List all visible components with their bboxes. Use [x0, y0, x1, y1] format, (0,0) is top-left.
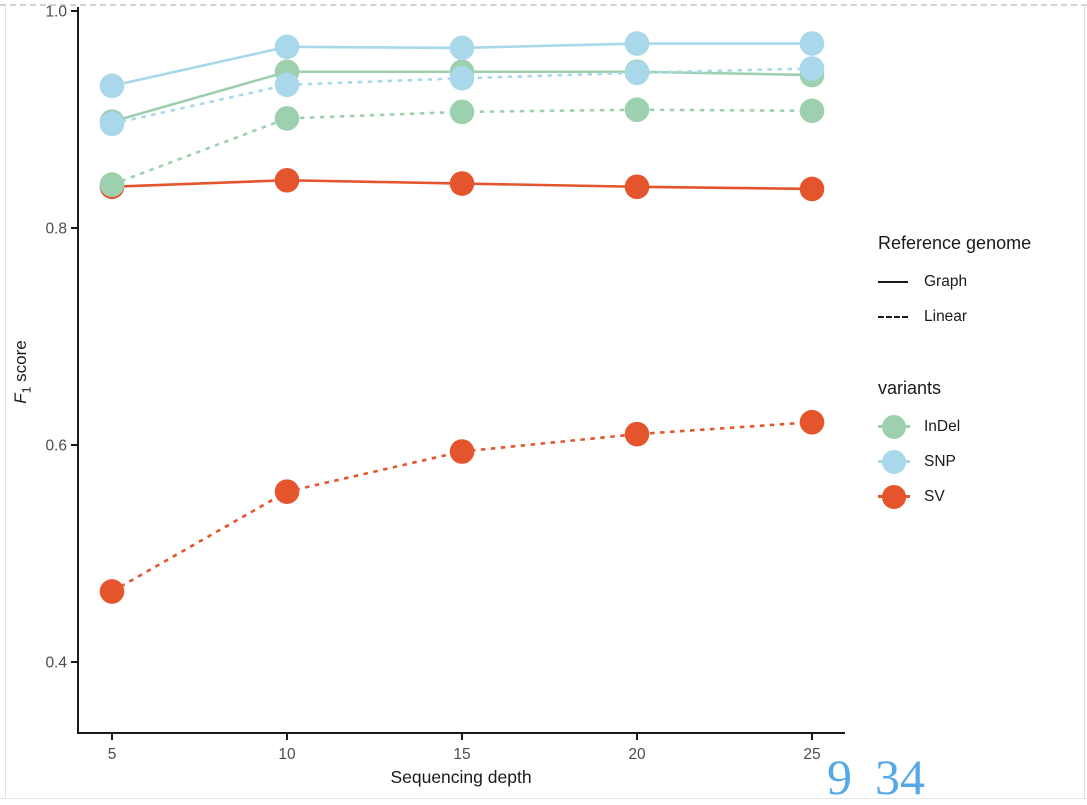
data-point-sv-linear: [99, 579, 125, 604]
data-point-sv-linear: [274, 479, 300, 504]
x-tick-label: 5: [108, 746, 117, 763]
data-point-snp-linear: [799, 56, 825, 81]
legend-title-reference-genome: Reference genome: [878, 233, 1032, 253]
x-tick-label: 25: [803, 746, 820, 763]
y-tick-label: 0.6: [45, 438, 67, 455]
data-point-sv-graph: [799, 176, 825, 202]
snp-point-key-icon: [878, 449, 910, 474]
data-point-snp-linear: [274, 72, 300, 98]
indel-key-dot: [882, 414, 906, 439]
data-point-snp-graph: [449, 35, 475, 61]
legend-item-snp: SNP: [878, 444, 1078, 479]
legend-label-linear: Linear: [924, 307, 968, 325]
data-point-indel-linear: [624, 97, 650, 123]
legend-label-snp: SNP: [924, 452, 956, 470]
data-point-sv-graph: [624, 174, 650, 200]
data-point-snp-graph: [99, 73, 125, 99]
legend-item-indel: InDel: [878, 409, 1078, 444]
frame-border-bottom: [0, 798, 1087, 799]
legend-item-graph: Graph: [878, 264, 1078, 299]
data-point-snp-linear: [449, 65, 475, 91]
sv-key-dot: [882, 484, 906, 509]
data-point-indel-linear: [449, 99, 475, 125]
chart-legend: Reference genome Graph Linear variants I…: [878, 232, 1078, 514]
frame-border-top: [0, 4, 1087, 6]
legend-label-graph: Graph: [924, 272, 968, 290]
x-tick-label: 10: [278, 746, 296, 763]
frame-border-right: [1084, 6, 1085, 798]
y-tick-label: 0.4: [45, 655, 67, 672]
axis-lines: [77, 7, 845, 734]
snp-key-dot: [882, 449, 906, 474]
y-axis-title-rest: score: [11, 340, 30, 387]
legend-item-linear: Linear: [878, 299, 1078, 334]
data-point-sv-linear: [449, 439, 475, 464]
data-point-sv-linear: [799, 409, 825, 435]
x-tick-label: 20: [628, 746, 646, 763]
frame-border-left: [5, 6, 6, 798]
data-point-sv-graph: [274, 167, 300, 193]
y-tick-label: 1.0: [45, 4, 67, 21]
data-point-sv-graph: [449, 171, 475, 196]
x-tick-label: 15: [453, 746, 470, 763]
y-axis-title-f: F: [11, 393, 30, 404]
x-axis-title: Sequencing depth: [390, 767, 532, 787]
legend-title-variants: variants: [878, 378, 942, 398]
page-number-second: 34: [875, 749, 925, 805]
sv-point-key-icon: [878, 484, 910, 509]
data-point-snp-graph: [799, 31, 825, 56]
legend-label-sv: SV: [924, 487, 945, 505]
data-point-snp-graph: [274, 34, 300, 60]
page-number-first: 9: [827, 749, 852, 805]
legend-label-indel: InDel: [924, 417, 961, 435]
dashed-line-key-icon: [878, 315, 908, 318]
y-tick-label: 0.8: [45, 221, 67, 238]
y-axis-title-sub: 1: [19, 386, 34, 394]
data-point-snp-graph: [624, 31, 650, 56]
data-point-sv-linear: [624, 421, 650, 447]
solid-line-key-icon: [878, 280, 908, 283]
legend-item-sv: SV: [878, 479, 1078, 514]
data-point-snp-linear: [99, 111, 125, 137]
y-axis-title: F1 score: [10, 292, 34, 452]
data-point-indel-linear: [799, 98, 825, 124]
data-point-snp-linear: [624, 60, 650, 86]
indel-point-key-icon: [878, 414, 910, 439]
data-point-indel-linear: [99, 172, 125, 197]
data-point-indel-linear: [274, 106, 300, 131]
